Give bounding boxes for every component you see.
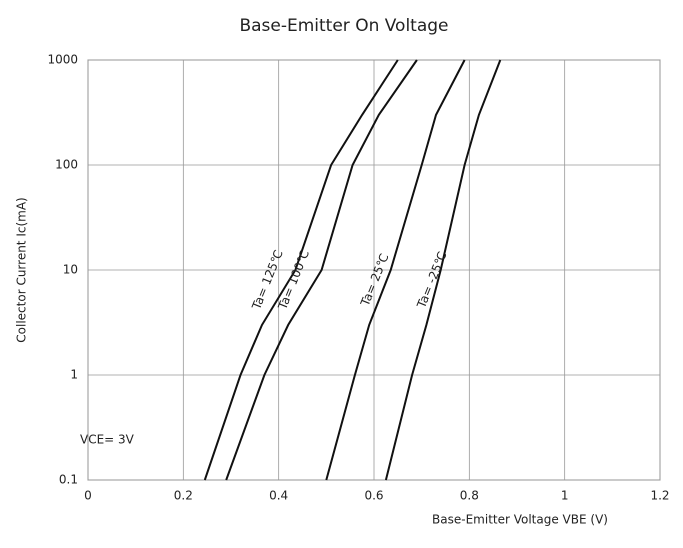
y-tick-label: 1	[70, 368, 78, 382]
curve	[384, 59, 502, 481]
x-tick-label: 1.2	[650, 489, 669, 503]
chart-title: Base-Emitter On Voltage	[239, 16, 448, 36]
annotation: VCE= 3V	[80, 433, 135, 447]
x-axis-label: Base-Emitter Voltage VBE (V)	[432, 513, 608, 527]
x-tick-label: 0	[84, 489, 92, 503]
y-tick-label: 100	[55, 158, 78, 172]
x-tick-label: 0.2	[174, 489, 193, 503]
y-tick-label: 10	[63, 263, 78, 277]
curve	[203, 59, 399, 481]
y-axis-label: Collector Current Ic(mA)	[15, 197, 29, 342]
x-tick-label: 0.8	[460, 489, 479, 503]
curve	[225, 59, 418, 481]
y-tick-label: 0.1	[59, 473, 78, 487]
curve	[325, 59, 466, 481]
x-tick-label: 1	[561, 489, 569, 503]
x-tick-label: 0.4	[269, 489, 288, 503]
x-tick-label: 0.6	[364, 489, 383, 503]
y-tick-label: 1000	[47, 53, 78, 67]
